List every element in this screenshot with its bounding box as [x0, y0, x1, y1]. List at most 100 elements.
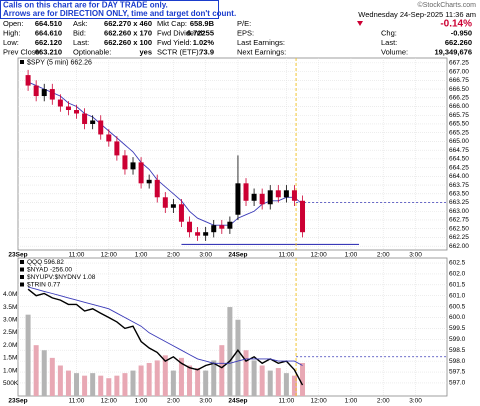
volume-bar	[195, 368, 201, 396]
volume-bar	[259, 365, 265, 396]
quote-label: Bid:	[73, 28, 86, 37]
y2-tick-label: 1.5M	[3, 355, 17, 362]
x-tick-label: 12:00	[311, 252, 328, 259]
x-tick-label: 12:00	[311, 398, 328, 405]
candle-body	[122, 155, 128, 170]
candle-body	[25, 75, 31, 86]
legend-label: QQQ 596.82	[27, 259, 64, 266]
price-line	[27, 286, 303, 366]
x-tick-label: 11:00	[278, 398, 294, 405]
x-tick-label: 24Sep	[228, 252, 247, 259]
y-tick-label: 665.50	[449, 121, 469, 128]
volume-bar	[291, 375, 297, 396]
y-tick-label: 663.75	[449, 182, 469, 189]
candle-body	[235, 183, 241, 215]
candle-body	[219, 225, 225, 229]
candle-body	[283, 190, 289, 198]
y-tick-label: 663.00	[449, 208, 469, 215]
quote-value: 662.260	[445, 38, 472, 47]
volume-bar	[98, 375, 104, 396]
y-tick-label: 602.0	[449, 271, 466, 278]
x-tick-label: 2:00	[167, 398, 180, 405]
quote-label: Next Earnings:	[237, 47, 286, 56]
y-tick-label: 599.5	[449, 325, 466, 332]
quote-label: Chg:	[381, 28, 397, 37]
quote-value: 662.270 x 460	[104, 19, 152, 28]
candle-body	[251, 193, 257, 201]
quote-value: 662.260 x 170	[104, 28, 152, 37]
y-tick-label: 598.0	[449, 358, 466, 365]
y-tick-label: 601.5	[449, 282, 466, 289]
y-tick-label: 664.50	[449, 156, 469, 163]
volume-bar	[41, 350, 47, 396]
candle-body	[154, 179, 160, 198]
quote-label: Last:	[381, 38, 397, 47]
x-tick-label: 11:00	[69, 398, 85, 405]
y-tick-label: 666.75	[449, 77, 469, 84]
volume-bar	[154, 360, 160, 396]
y-tick-label: 598.5	[449, 347, 466, 354]
y2-tick-label: 3.0M	[3, 316, 17, 323]
volume-bar	[219, 345, 225, 396]
volume-bar	[33, 345, 39, 396]
volume-bar	[251, 360, 257, 396]
x-tick-label: 1:00	[345, 398, 358, 405]
volume-bar	[106, 378, 112, 396]
y-tick-label: 665.00	[449, 138, 469, 145]
y-tick-label: 667.00	[449, 68, 469, 75]
candle-body	[106, 134, 112, 142]
source: ©StockCharts.com	[418, 1, 477, 9]
volume-bar	[146, 362, 152, 396]
quote-value: 664.610	[35, 28, 62, 37]
y-tick-label: 664.75	[449, 147, 469, 154]
quote-change: -0.14%	[440, 19, 472, 30]
y-tick-label: 666.25	[449, 95, 469, 102]
x-tick-label: 3:00	[199, 398, 212, 405]
candle-body	[130, 162, 136, 170]
legend-label: $NYAD -256.00	[27, 267, 72, 274]
x-tick-label: 12:00	[101, 252, 118, 259]
quote-label: Volume:	[381, 47, 408, 56]
y-tick-label: 597.5	[449, 369, 466, 376]
x-tick-label: 3:00	[409, 252, 422, 259]
quote-value: 1.02%	[193, 38, 215, 47]
y-tick-label: 664.00	[449, 173, 469, 180]
quote-value: yes	[139, 47, 152, 56]
datetime: Wednesday 24-Sep-2025 11:36 am	[358, 10, 476, 19]
volume-bar	[65, 370, 71, 396]
y-tick-label: 662.25	[449, 234, 469, 241]
candle-body	[146, 179, 152, 184]
legend-swatch	[20, 260, 24, 264]
y-tick-label: 602.5	[449, 260, 466, 267]
volume-bar	[227, 307, 233, 396]
legend-label: $SPY (5 min) 662.26	[27, 59, 92, 66]
volume-bar	[275, 368, 281, 396]
volume-bar	[235, 319, 241, 396]
volume-bar	[114, 375, 120, 396]
quote-value: 663.210	[35, 47, 62, 56]
x-tick-label: 1:00	[135, 398, 148, 405]
quote-label: EPS:	[237, 28, 254, 37]
candle-body	[300, 200, 306, 233]
quote-label: Ask:	[73, 19, 88, 28]
quote-value: 662.120	[35, 38, 62, 47]
quote-label: Last Earnings:	[237, 38, 285, 47]
y-tick-label: 597.0	[449, 380, 466, 387]
y2-tick-label: 2.0M	[3, 342, 17, 349]
x-tick-label: 2:00	[167, 252, 180, 259]
quote-label: P/E:	[237, 19, 251, 28]
candle-body	[211, 225, 217, 233]
y-tick-label: 662.50	[449, 225, 469, 232]
candle-body	[227, 221, 233, 229]
y-tick-label: 664.25	[449, 164, 469, 171]
volume-bar	[267, 370, 273, 396]
quote-label: High:	[3, 28, 21, 37]
quote-label: Fwd Dividend:	[157, 28, 205, 37]
quote-value: 662.260 x 100	[104, 38, 152, 47]
x-tick-label: 24Sep	[228, 398, 247, 405]
x-tick-label: 1:00	[135, 252, 148, 259]
y-tick-label: 665.75	[449, 112, 469, 119]
x-tick-label: 1:00	[345, 252, 358, 259]
volume-bar	[243, 350, 249, 396]
